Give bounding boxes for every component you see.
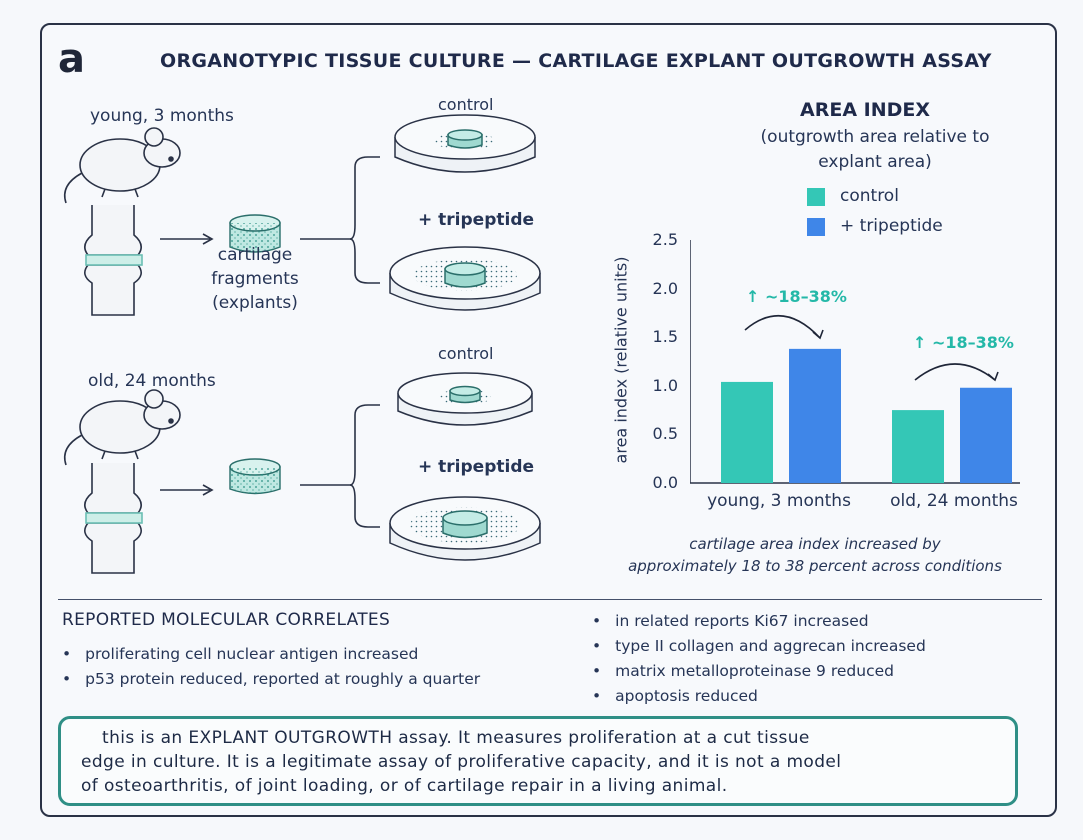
x-category-label-old: old, 24 months (890, 491, 1018, 511)
chart-subtitle-line: (outgrowth area relative to (760, 127, 990, 147)
panel-letter: a (58, 36, 85, 82)
knee-joint-old-icon (84, 463, 143, 574)
dish-control-old-icon (397, 372, 533, 426)
dish-control-young-icon (394, 114, 536, 173)
molecular-item: p53 protein reduced, reported at roughly… (62, 670, 480, 688)
dish-tripeptide-young-icon (389, 246, 541, 311)
bar-control-young (721, 381, 773, 483)
knee-joint-young-icon (84, 205, 143, 316)
mouse-old-icon (63, 389, 181, 466)
explant-label-line: (explants) (212, 293, 298, 313)
y-tick-label: 0.0 (652, 473, 678, 492)
explant-old-icon (229, 458, 281, 495)
y-tick-label: 1.0 (652, 375, 678, 395)
bracket-young (300, 156, 380, 284)
chart-title: AREA INDEX (800, 99, 931, 121)
dish-label-control-old: control (438, 344, 494, 363)
legend-label-control: control (840, 186, 899, 206)
mouse-young-icon (63, 127, 181, 204)
dish-label-tripeptide-old: + tripeptide (418, 457, 535, 477)
molecular-item: matrix metalloproteinase 9 reduced (592, 662, 894, 680)
group-label-young: young, 3 months (90, 106, 234, 126)
caveat-line: edge in culture. It is a legitimate assa… (81, 752, 842, 772)
explant-label-line: cartilage (217, 245, 293, 265)
molecular-correlates-title: REPORTED MOLECULAR CORRELATES (62, 610, 391, 630)
x-category-label-young: young, 3 months (707, 491, 851, 511)
figure-title: ORGANOTYPIC TISSUE CULTURE — CARTILAGE E… (160, 50, 992, 72)
chart-caption: cartilage area index increased by approx… (600, 533, 1030, 577)
molecular-item: in related reports Ki67 increased (592, 612, 868, 630)
annotation-old: ↑ ~18–38% (913, 333, 1014, 352)
molecular-item: proliferating cell nuclear antigen incre… (62, 645, 418, 663)
chart-subtitle: (outgrowth area relative to explant area… (755, 125, 995, 175)
bar-tripeptide-old (960, 387, 1012, 483)
caveat-line: this is an EXPLANT OUTGROWTH assay. It m… (102, 728, 810, 748)
bar-tripeptide-young (789, 348, 841, 483)
section-divider (58, 599, 1042, 600)
explant-label: cartilage fragments (explants) (195, 243, 315, 315)
annotation-young: ↑ ~18–38% (746, 287, 847, 306)
bar-chart (690, 240, 1020, 484)
y-axis-title-wrap: area index (relative units) (606, 240, 636, 480)
dish-tripeptide-old-icon (389, 496, 541, 561)
schematic-illustration (63, 114, 541, 574)
bracket-old (300, 404, 380, 528)
legend-swatch-tripeptide (807, 218, 825, 236)
caveat-note-box (58, 716, 1018, 806)
arrow-to-explant-young (160, 233, 214, 245)
explant-young-icon (229, 214, 281, 253)
molecular-item: apoptosis reduced (592, 687, 758, 705)
chart-caption-line: approximately 18 to 38 percent across co… (628, 557, 1002, 575)
bar-control-old (892, 410, 944, 483)
y-tick-label: 1.5 (652, 327, 678, 347)
y-tick-label: 2.5 (652, 230, 678, 249)
dish-label-tripeptide-young: + tripeptide (418, 210, 535, 230)
annotation-arrowhead (812, 329, 824, 340)
annotation-arrow (914, 363, 996, 381)
molecular-item: type II collagen and aggrecan increased (592, 637, 926, 655)
y-tick-label: 2.0 (652, 278, 678, 298)
legend-swatch-control (807, 188, 825, 206)
caveat-line: of osteoarthritis, of joint loading, or … (81, 776, 728, 796)
y-tick-label: 0.5 (652, 424, 678, 444)
dish-label-control-young: control (438, 95, 494, 114)
legend-label-tripeptide: + tripeptide (840, 216, 943, 236)
annotation-arrow (744, 315, 821, 339)
explant-label-line: fragments (211, 269, 299, 289)
chart-caption-line: cartilage area index increased by (689, 535, 941, 553)
chart-subtitle-line: explant area) (818, 152, 932, 172)
y-axis-title: area index (relative units) (611, 256, 631, 464)
annotation-arrowhead (987, 371, 999, 382)
arrow-to-explant-old (160, 484, 214, 496)
group-label-old: old, 24 months (88, 371, 216, 391)
